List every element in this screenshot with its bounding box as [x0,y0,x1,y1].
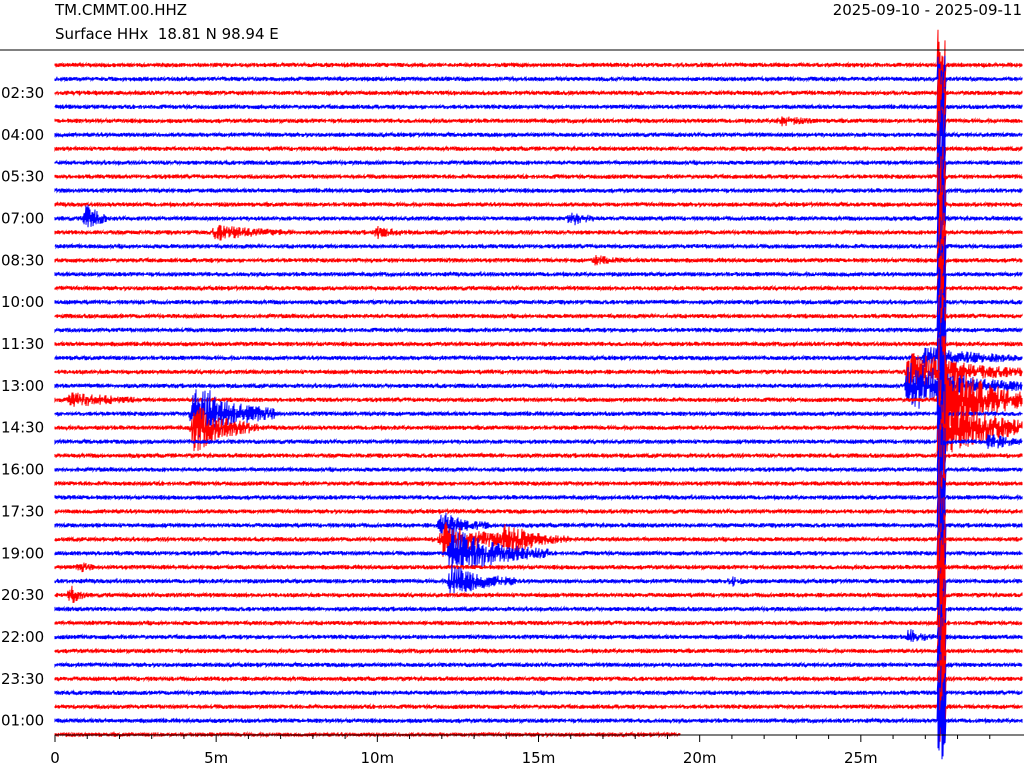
trace-line-21 [54,320,1023,394]
trace-line-23 [54,346,1023,426]
trace-line-6 [54,106,1023,189]
trace-line-26 [54,391,1023,467]
trace-line-36 [54,529,1023,605]
trace-line-41 [54,598,1023,678]
x-tick-label: 5m [204,749,228,767]
trace-line-11 [54,178,1023,250]
trace-line-10 [54,164,1023,226]
trace-line-46 [54,665,1023,742]
trace-line-30 [54,444,1023,515]
x-tick-label: 10m [360,749,394,767]
trace-line-17 [54,262,1023,340]
trace-line-14 [54,228,1023,303]
trace-line-37 [54,559,1023,620]
trace-line-40 [54,583,1023,662]
x-axis: 0 5m 10m 15m 20m 25m [0,49,1024,767]
location-subtitle: Surface HHx 18.81 N 98.94 E [55,25,279,43]
trace-line-32 [54,473,1023,549]
y-tick-label: 10:00 [1,293,44,311]
y-tick-label: 20:30 [1,586,44,604]
trace-line-38 [54,554,1023,637]
trace-line-47 [54,680,1023,760]
trace-line-16 [54,252,1023,328]
trace-line-31 [54,456,1023,536]
trace-line-0 [54,29,1023,90]
trace-line-8 [54,146,1023,205]
y-tick-label: 13:00 [1,377,44,395]
trace-line-18 [54,274,1023,350]
trace-line-28 [54,419,1023,491]
trace-line-35 [54,519,1023,595]
y-tick-label: 23:30 [1,670,44,688]
trace-line-45 [54,665,1023,734]
y-tick-label: 16:00 [1,461,44,479]
trace-line-22 [54,335,1023,408]
trace-line-44 [54,637,1023,714]
trace-line-34 [54,513,1023,577]
trace-line-4 [54,79,1023,159]
trace-line-13 [54,210,1023,288]
trace-group [54,29,1023,760]
y-tick-label: 07:00 [1,209,44,227]
date-range-label: 2025-09-10 - 2025-09-11 [832,1,1022,19]
y-tick-label: 08:30 [1,251,44,269]
trace-line-42 [54,609,1023,690]
y-axis: 02:30 04:00 05:30 07:00 08:30 10:00 11:30 13:00… [1,84,44,730]
y-tick-label: 14:30 [1,419,44,437]
trace-line-19 [54,289,1023,372]
trace-line-2 [54,56,1023,135]
x-tick-label: 25m [844,749,878,767]
trace-line-33 [54,486,1023,567]
trace-line-1 [54,55,1023,120]
trace-line-3 [54,71,1023,149]
x-tick-label: 20m [683,749,717,767]
trace-line-7 [54,122,1023,189]
trace-line-12 [54,192,1023,267]
trace-line-5 [54,99,1023,164]
y-tick-label: 02:30 [1,84,44,102]
x-tick-label: 15m [522,749,556,767]
y-tick-label: 04:00 [1,126,44,144]
y-tick-label: 22:00 [1,628,44,646]
y-tick-label: 19:00 [1,544,44,562]
y-tick-label: 01:00 [1,712,44,730]
trace-line-9 [54,151,1023,230]
y-tick-label: 17:30 [1,502,44,520]
trace-line-39 [54,578,1023,650]
trace-line-25 [54,378,1023,454]
y-tick-label: 05:30 [1,168,44,186]
trace-line-27 [54,400,1023,481]
trace-line-15 [54,235,1023,314]
x-tick-label: 0 [50,749,60,767]
trace-line-24 [54,363,1023,440]
station-title: TM.CMMT.00.HHZ [55,1,188,19]
trace-line-20 [54,307,1023,385]
y-tick-label: 11:30 [1,335,44,353]
trace-line-43 [54,626,1023,705]
trace-line-29 [54,428,1023,503]
